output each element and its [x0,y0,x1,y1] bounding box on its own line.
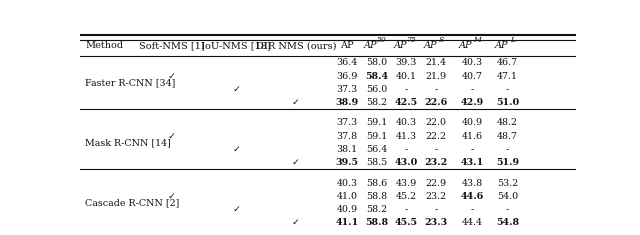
Text: ✓: ✓ [232,85,240,94]
Text: 54.0: 54.0 [497,192,518,201]
Text: AP: AP [495,41,508,50]
Text: 47.1: 47.1 [497,72,518,81]
Text: Method: Method [85,41,123,50]
Text: 56.0: 56.0 [366,85,387,94]
Text: -: - [506,145,509,154]
Text: 46.7: 46.7 [497,58,518,67]
Text: 36.9: 36.9 [336,72,358,81]
Text: ✓: ✓ [232,145,240,154]
Text: 51.0: 51.0 [496,98,519,107]
Text: ✓: ✓ [292,218,300,227]
Text: ✓: ✓ [292,98,300,107]
Text: 36.4: 36.4 [336,58,358,67]
Text: 40.3: 40.3 [336,179,357,188]
Text: 37.3: 37.3 [336,118,358,127]
Text: 22.0: 22.0 [426,118,447,127]
Text: AP: AP [394,41,407,50]
Text: ✓: ✓ [168,132,176,141]
Text: 58.0: 58.0 [366,58,387,67]
Text: 44.4: 44.4 [461,218,483,227]
Text: 56.4: 56.4 [366,145,387,154]
Text: 53.2: 53.2 [497,179,518,188]
Text: 45.2: 45.2 [396,192,417,201]
Text: Faster R-CNN [34]: Faster R-CNN [34] [85,78,175,87]
Text: 21.4: 21.4 [426,58,447,67]
Text: ✓: ✓ [168,192,176,201]
Text: Mask R-CNN [14]: Mask R-CNN [14] [85,138,171,147]
Text: 37.3: 37.3 [336,85,358,94]
Text: 40.9: 40.9 [461,118,483,127]
Text: 43.9: 43.9 [396,179,417,188]
Text: 22.9: 22.9 [426,179,447,188]
Text: -: - [470,85,474,94]
Text: 40.3: 40.3 [461,58,483,67]
Text: Cascade R-CNN [2]: Cascade R-CNN [2] [85,198,179,207]
Text: 58.4: 58.4 [365,72,388,81]
Text: -: - [404,145,408,154]
Text: -: - [506,85,509,94]
Text: 44.6: 44.6 [460,192,483,201]
Text: M: M [473,36,481,44]
Text: 43.1: 43.1 [460,158,483,167]
Text: AP: AP [459,41,472,50]
Text: 41.6: 41.6 [461,132,483,141]
Text: DIR NMS (ours): DIR NMS (ours) [255,41,336,50]
Text: -: - [435,85,438,94]
Text: 43.8: 43.8 [461,179,483,188]
Text: 42.5: 42.5 [395,98,418,107]
Text: 22.6: 22.6 [424,98,448,107]
Text: 23.2: 23.2 [426,192,447,201]
Text: Soft-NMS [1]: Soft-NMS [1] [139,41,205,50]
Text: 51.9: 51.9 [496,158,519,167]
Text: AP: AP [424,41,437,50]
Text: 58.5: 58.5 [366,158,387,167]
Text: AP: AP [340,41,354,50]
Text: 58.8: 58.8 [365,218,388,227]
Text: 21.9: 21.9 [426,72,447,81]
Text: 37.8: 37.8 [336,132,357,141]
Text: 41.0: 41.0 [337,192,357,201]
Text: IoU-NMS [18]: IoU-NMS [18] [202,41,271,50]
Text: -: - [404,85,408,94]
Text: 40.7: 40.7 [461,72,483,81]
Text: 42.9: 42.9 [460,98,483,107]
Text: 40.3: 40.3 [396,118,417,127]
Text: 75: 75 [406,36,416,44]
Text: 48.2: 48.2 [497,118,518,127]
Text: 58.6: 58.6 [366,179,387,188]
Text: 43.0: 43.0 [395,158,418,167]
Text: -: - [404,205,408,214]
Text: 50: 50 [377,36,387,44]
Text: 39.5: 39.5 [335,158,358,167]
Text: 41.1: 41.1 [335,218,358,227]
Text: 40.9: 40.9 [336,205,357,214]
Text: S: S [438,36,444,44]
Text: ✓: ✓ [292,158,300,167]
Text: 58.8: 58.8 [366,192,387,201]
Text: 38.9: 38.9 [335,98,358,107]
Text: 41.3: 41.3 [396,132,417,141]
Text: 22.2: 22.2 [426,132,447,141]
Text: 48.7: 48.7 [497,132,518,141]
Text: 40.1: 40.1 [396,72,417,81]
Text: -: - [435,205,438,214]
Text: 59.1: 59.1 [366,118,387,127]
Text: -: - [435,145,438,154]
Text: ✓: ✓ [168,72,176,81]
Text: 59.1: 59.1 [366,132,387,141]
Text: 23.3: 23.3 [424,218,448,227]
Text: -: - [470,205,474,214]
Text: -: - [470,145,474,154]
Text: 58.2: 58.2 [366,205,387,214]
Text: 58.2: 58.2 [366,98,387,107]
Text: 39.3: 39.3 [396,58,417,67]
Text: AP: AP [364,41,378,50]
Text: L: L [510,36,515,44]
Text: 45.5: 45.5 [395,218,418,227]
Text: 23.2: 23.2 [424,158,448,167]
Text: 54.8: 54.8 [496,218,519,227]
Text: ✓: ✓ [232,205,240,214]
Text: -: - [506,205,509,214]
Text: 38.1: 38.1 [336,145,357,154]
